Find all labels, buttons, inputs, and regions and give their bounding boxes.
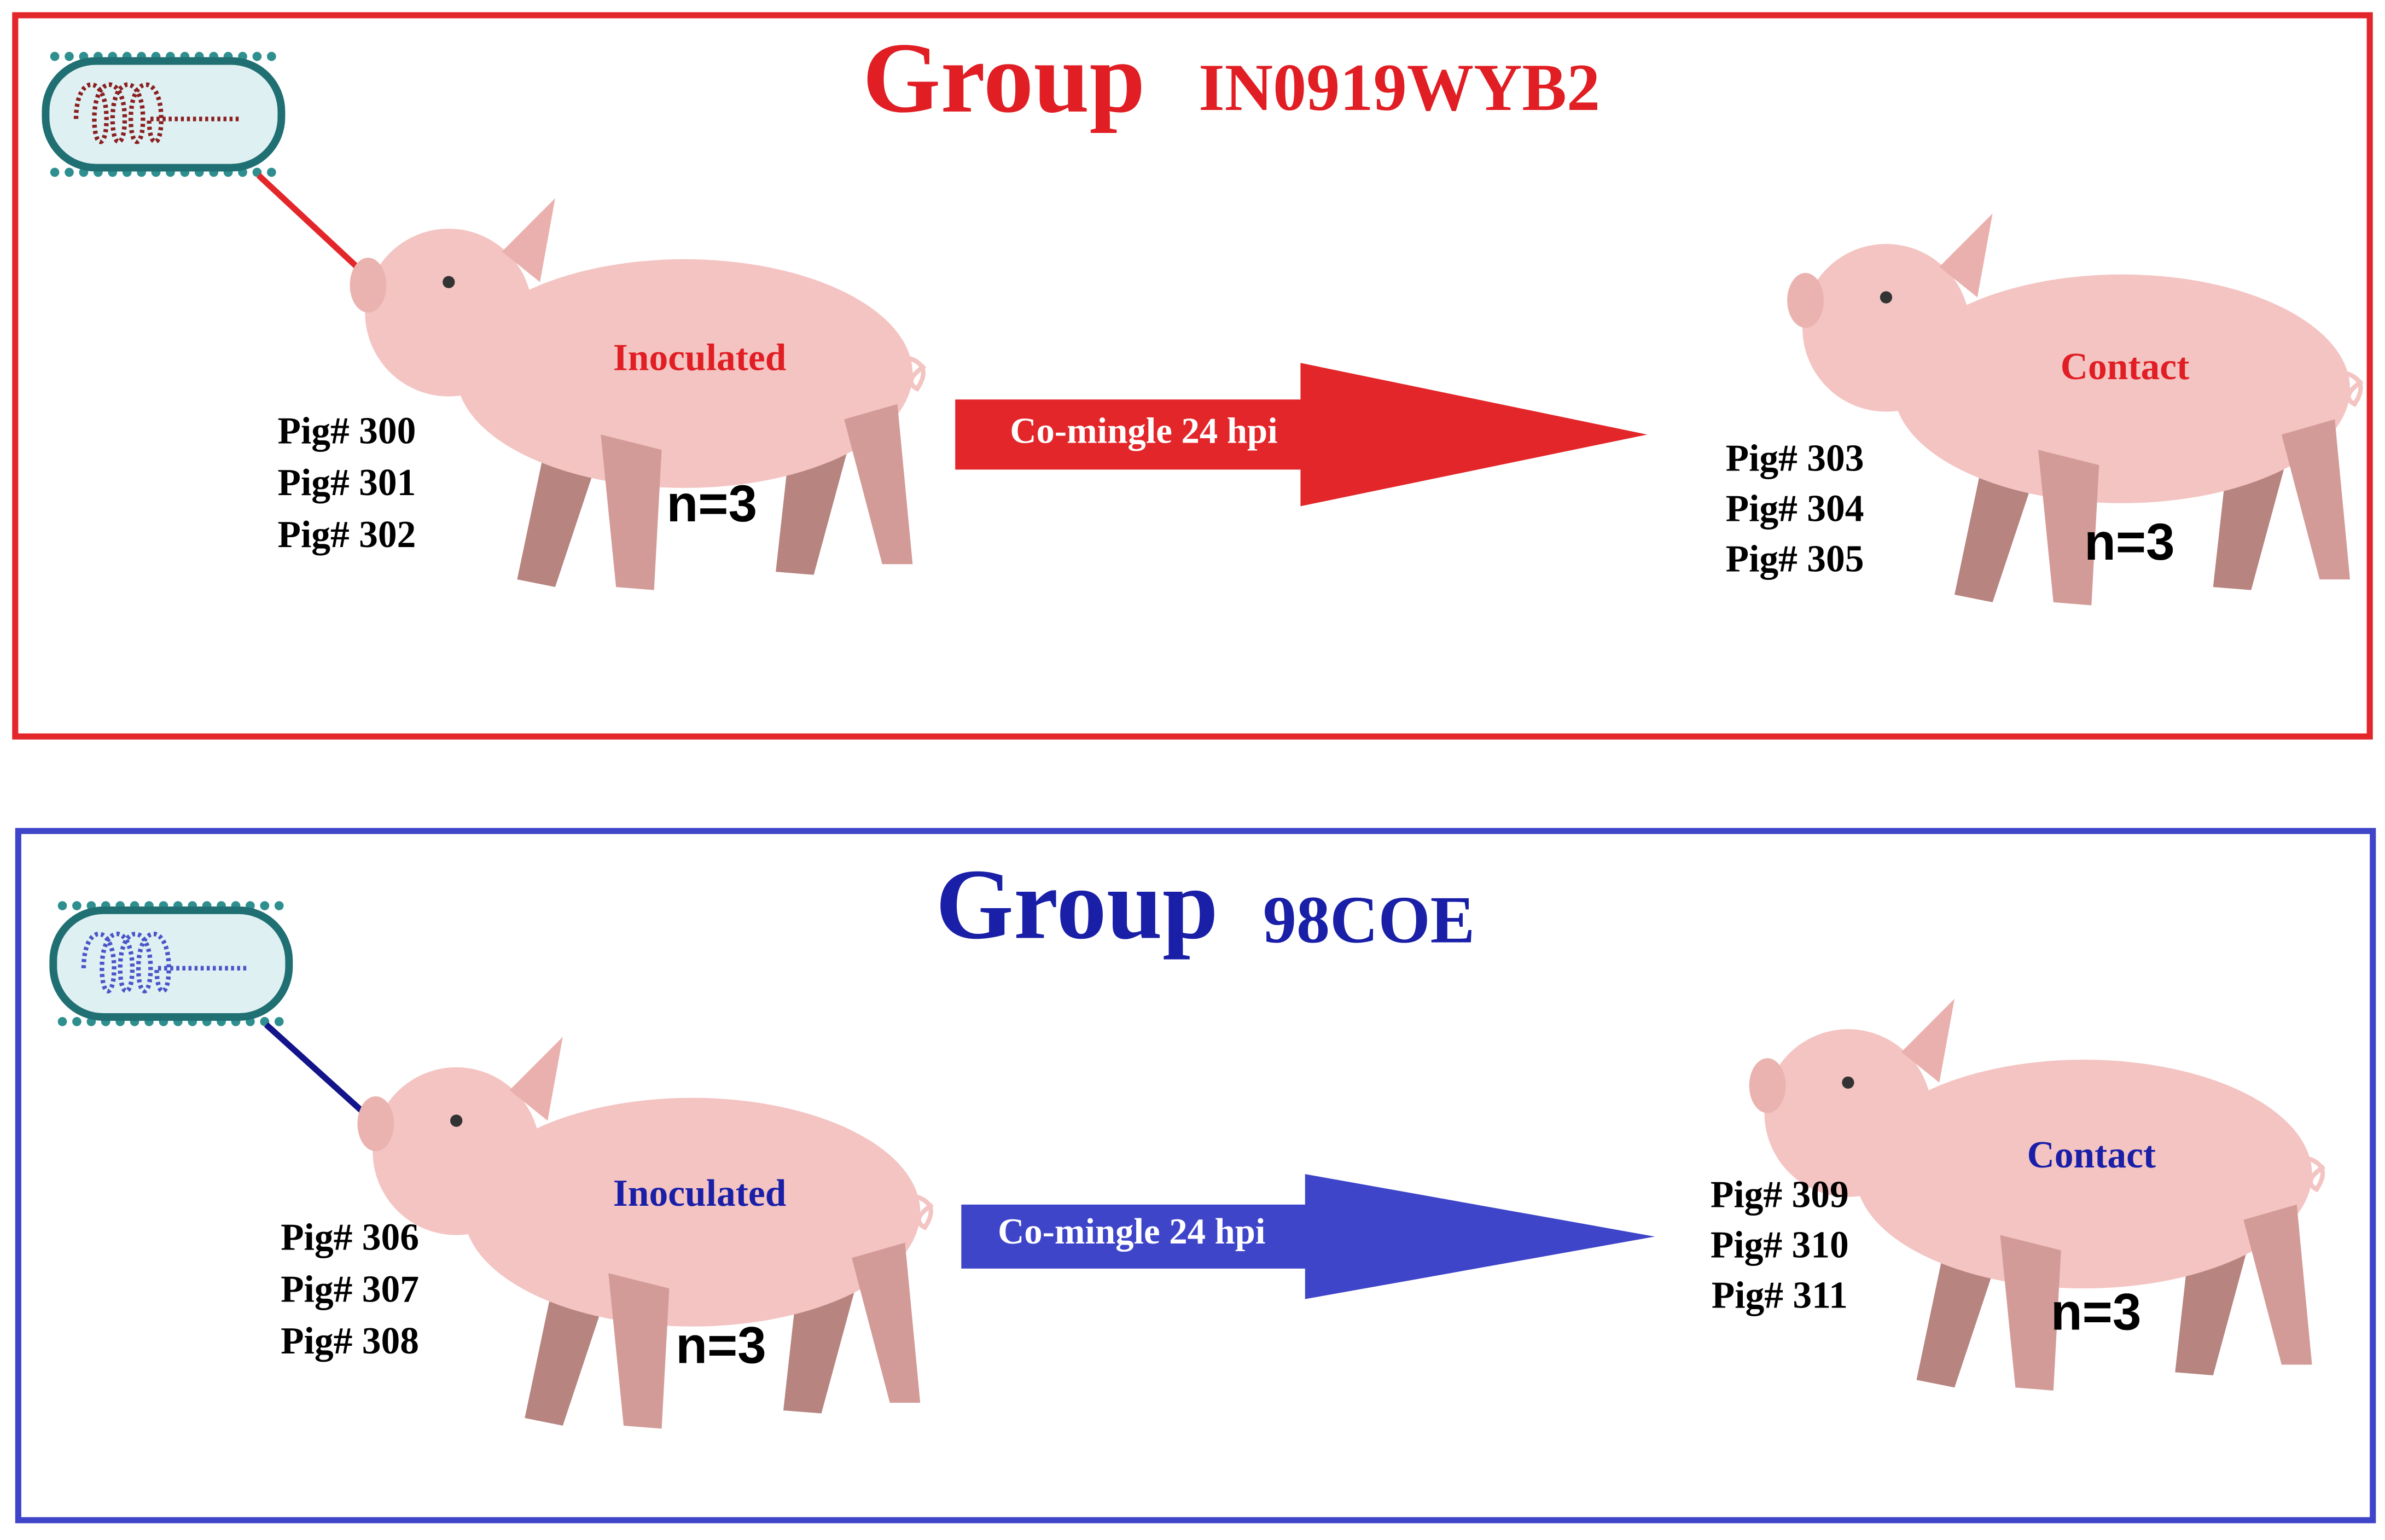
virus-spike — [50, 51, 60, 61]
virus-spike — [266, 51, 276, 61]
virus-envelope — [42, 57, 286, 172]
arrow — [955, 363, 1648, 507]
virus-rna — [81, 932, 248, 993]
pig-head — [365, 229, 533, 397]
pig-id: Pig# 303 — [1726, 437, 1864, 479]
group-panel: Group IN0919WYB2 Inoculated Contact Pig# 300… — [12, 12, 2373, 740]
pig-body — [464, 1097, 921, 1327]
virus-spike — [274, 901, 284, 910]
pig-eye — [450, 1114, 463, 1127]
group-title: Group — [935, 848, 1218, 960]
contact-label: Contact — [2061, 346, 2189, 388]
pig-ear — [502, 198, 555, 282]
group-panel: Group 98COE Inoculated Contact Pig# 306 Pig# … — [15, 828, 2376, 1524]
pig-ear — [1939, 213, 1993, 298]
group-strain: IN0919WYB2 — [1199, 51, 1600, 125]
pig-leg — [2281, 419, 2351, 580]
virus-spike — [72, 1017, 82, 1026]
virus-spike — [57, 1017, 67, 1026]
pig-leg — [601, 434, 662, 590]
virus-spike — [50, 167, 60, 177]
inoculated-label: Inoculated — [613, 336, 787, 379]
virus-spike — [266, 167, 276, 177]
virus-rna — [73, 82, 241, 144]
virus-spike — [260, 901, 270, 910]
inoculation-line — [256, 173, 368, 277]
virus-spike — [57, 901, 67, 910]
pig-id: Pig# 301 — [278, 462, 416, 504]
pig — [350, 198, 926, 590]
pig-leg — [852, 1242, 921, 1403]
pig-id: Pig# 305 — [1726, 538, 1864, 580]
arrow-label: Co-mingle 24 hpi — [998, 1211, 1265, 1252]
pig-head — [373, 1067, 540, 1235]
group-border — [12, 12, 2373, 740]
group-size: n=3 — [676, 1317, 766, 1375]
pig-leg — [2038, 450, 2099, 606]
pig-leg — [608, 1273, 670, 1429]
pig-leg — [2243, 1204, 2312, 1365]
pig-snout — [350, 258, 387, 313]
pig-tail — [909, 356, 926, 392]
pig — [357, 1037, 934, 1429]
pig-head — [1764, 1029, 1932, 1197]
pig-leg — [844, 404, 913, 565]
pig-leg — [2000, 1235, 2061, 1391]
virus-icon — [42, 51, 286, 177]
inoculation-line — [264, 1022, 375, 1123]
virus-icon — [49, 901, 293, 1026]
group-border — [15, 828, 2376, 1524]
arrow-label: Co-mingle 24 hpi — [1010, 411, 1277, 451]
virus-envelope — [49, 906, 293, 1021]
pig-eye — [1842, 1076, 1854, 1089]
inoculated-label: Inoculated — [613, 1172, 787, 1214]
group-title: Group — [863, 22, 1145, 133]
pig-snout — [1787, 272, 1824, 328]
pig — [1787, 213, 2364, 606]
pig-head — [1802, 243, 1970, 412]
pig-eye — [443, 276, 455, 288]
pig-tail — [2308, 1157, 2326, 1193]
virus-spike — [72, 901, 82, 910]
pig-id: Pig# 302 — [278, 514, 416, 556]
pig-body — [456, 259, 913, 488]
pig-id: Pig# 311 — [1712, 1275, 1848, 1317]
pig-ear — [509, 1037, 563, 1121]
virus-spike — [274, 1017, 284, 1026]
virus-spike — [65, 167, 74, 177]
pig — [1749, 998, 2326, 1391]
group-size: n=3 — [667, 475, 758, 533]
pig-id: Pig# 306 — [281, 1217, 419, 1259]
pig-snout — [1749, 1058, 1786, 1113]
pig-id: Pig# 310 — [1711, 1224, 1849, 1266]
pig-snout — [357, 1096, 394, 1152]
virus-spike — [65, 51, 74, 61]
contact-label: Contact — [2027, 1134, 2156, 1176]
virus-spike — [252, 51, 262, 61]
pig-tail — [916, 1194, 934, 1231]
group-size: n=3 — [2051, 1283, 2142, 1341]
pig-ear — [1901, 998, 1955, 1083]
pig-tail — [2346, 371, 2364, 407]
pig-body — [1893, 274, 2351, 503]
pig-id: Pig# 309 — [1711, 1174, 1849, 1216]
pig-body — [1855, 1060, 2312, 1289]
arrow — [961, 1174, 1655, 1299]
pig-id: Pig# 307 — [281, 1268, 419, 1310]
pig-id: Pig# 304 — [1726, 487, 1864, 530]
pig-eye — [1880, 291, 1893, 304]
pig-id: Pig# 300 — [278, 410, 416, 452]
group-size: n=3 — [2084, 513, 2175, 571]
pig-id: Pig# 308 — [281, 1320, 419, 1362]
group-strain: 98COE — [1263, 884, 1475, 957]
